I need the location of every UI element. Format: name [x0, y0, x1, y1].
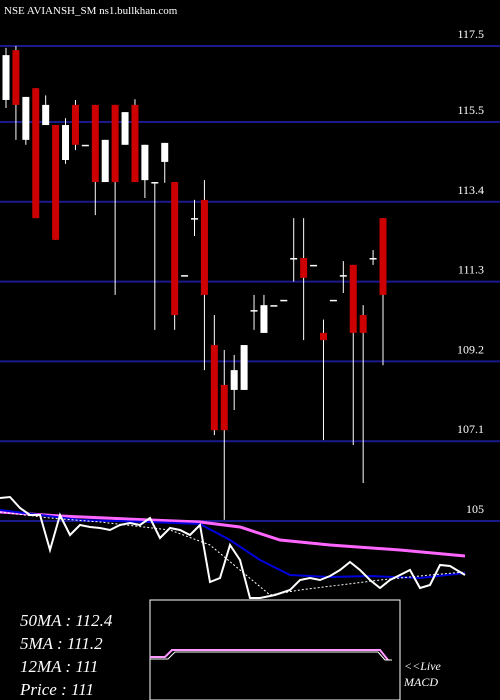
candle-body [91, 104, 99, 183]
stat: Price : 111 [19, 680, 94, 699]
chart-title: NSE AVIANSH_SM ns1.bullkhan.com [4, 5, 178, 17]
candle-body [329, 299, 337, 302]
candle-body [379, 218, 387, 295]
candle-body [111, 104, 119, 183]
candle-body [2, 55, 10, 100]
ma-line [0, 509, 466, 580]
candle-body [32, 88, 40, 219]
candle-body [260, 305, 268, 333]
candle-body [42, 104, 50, 126]
ma-line [0, 511, 466, 596]
candle-body [22, 96, 30, 140]
candle-body [81, 144, 89, 147]
candle-body [220, 384, 228, 431]
candle-body [339, 275, 347, 277]
candle-body [131, 104, 139, 183]
candle-body [171, 182, 179, 316]
candle-body [300, 258, 308, 278]
macd-signal [150, 651, 392, 661]
ma-line [0, 510, 466, 558]
y-tick-label: 111.3 [458, 263, 484, 277]
candle-body [52, 125, 60, 240]
candle-body [290, 258, 298, 260]
candle-body [280, 299, 288, 302]
macd-panel [149, 599, 401, 700]
y-tick-label: 107.1 [457, 422, 484, 436]
candle-body [250, 310, 258, 312]
candle-body [349, 264, 357, 333]
indicators [0, 495, 466, 599]
candle-body [71, 104, 79, 145]
y-tick-label: 117.5 [457, 27, 484, 41]
candle-body [270, 305, 278, 307]
candle-body [369, 258, 377, 260]
candle-body [191, 218, 198, 220]
macd-label: MACD [403, 675, 438, 689]
candle-body [141, 144, 149, 181]
macd-label: <<Live [404, 659, 442, 673]
candle-body [151, 182, 159, 184]
stat: 50MA : 112.4 [20, 611, 113, 630]
candle-body [319, 332, 327, 341]
price-line [0, 495, 466, 599]
candles [2, 46, 387, 520]
candle-body [240, 345, 248, 390]
candle-body [200, 199, 208, 295]
candle-body [12, 50, 20, 105]
grid: 117.5 115.5 113.4 111.3 109.2 107.1 105 [0, 27, 500, 522]
candle-body [101, 139, 109, 183]
y-tick-label: 113.4 [457, 183, 484, 197]
candle-body [161, 142, 169, 162]
candle-body [62, 125, 70, 160]
candle-body [210, 345, 218, 431]
candle-body [359, 315, 367, 333]
candle-body [181, 275, 189, 277]
candle-body [121, 112, 129, 145]
stat: 12MA : 111 [20, 657, 98, 676]
y-tick-label: 115.5 [457, 103, 484, 117]
y-tick-label: 109.2 [457, 342, 484, 356]
macd-line [150, 649, 389, 661]
candle-body [230, 370, 238, 390]
stat: 5MA : 111.2 [20, 634, 103, 653]
y-tick-label: 105 [466, 502, 484, 516]
candle-body [310, 264, 318, 267]
